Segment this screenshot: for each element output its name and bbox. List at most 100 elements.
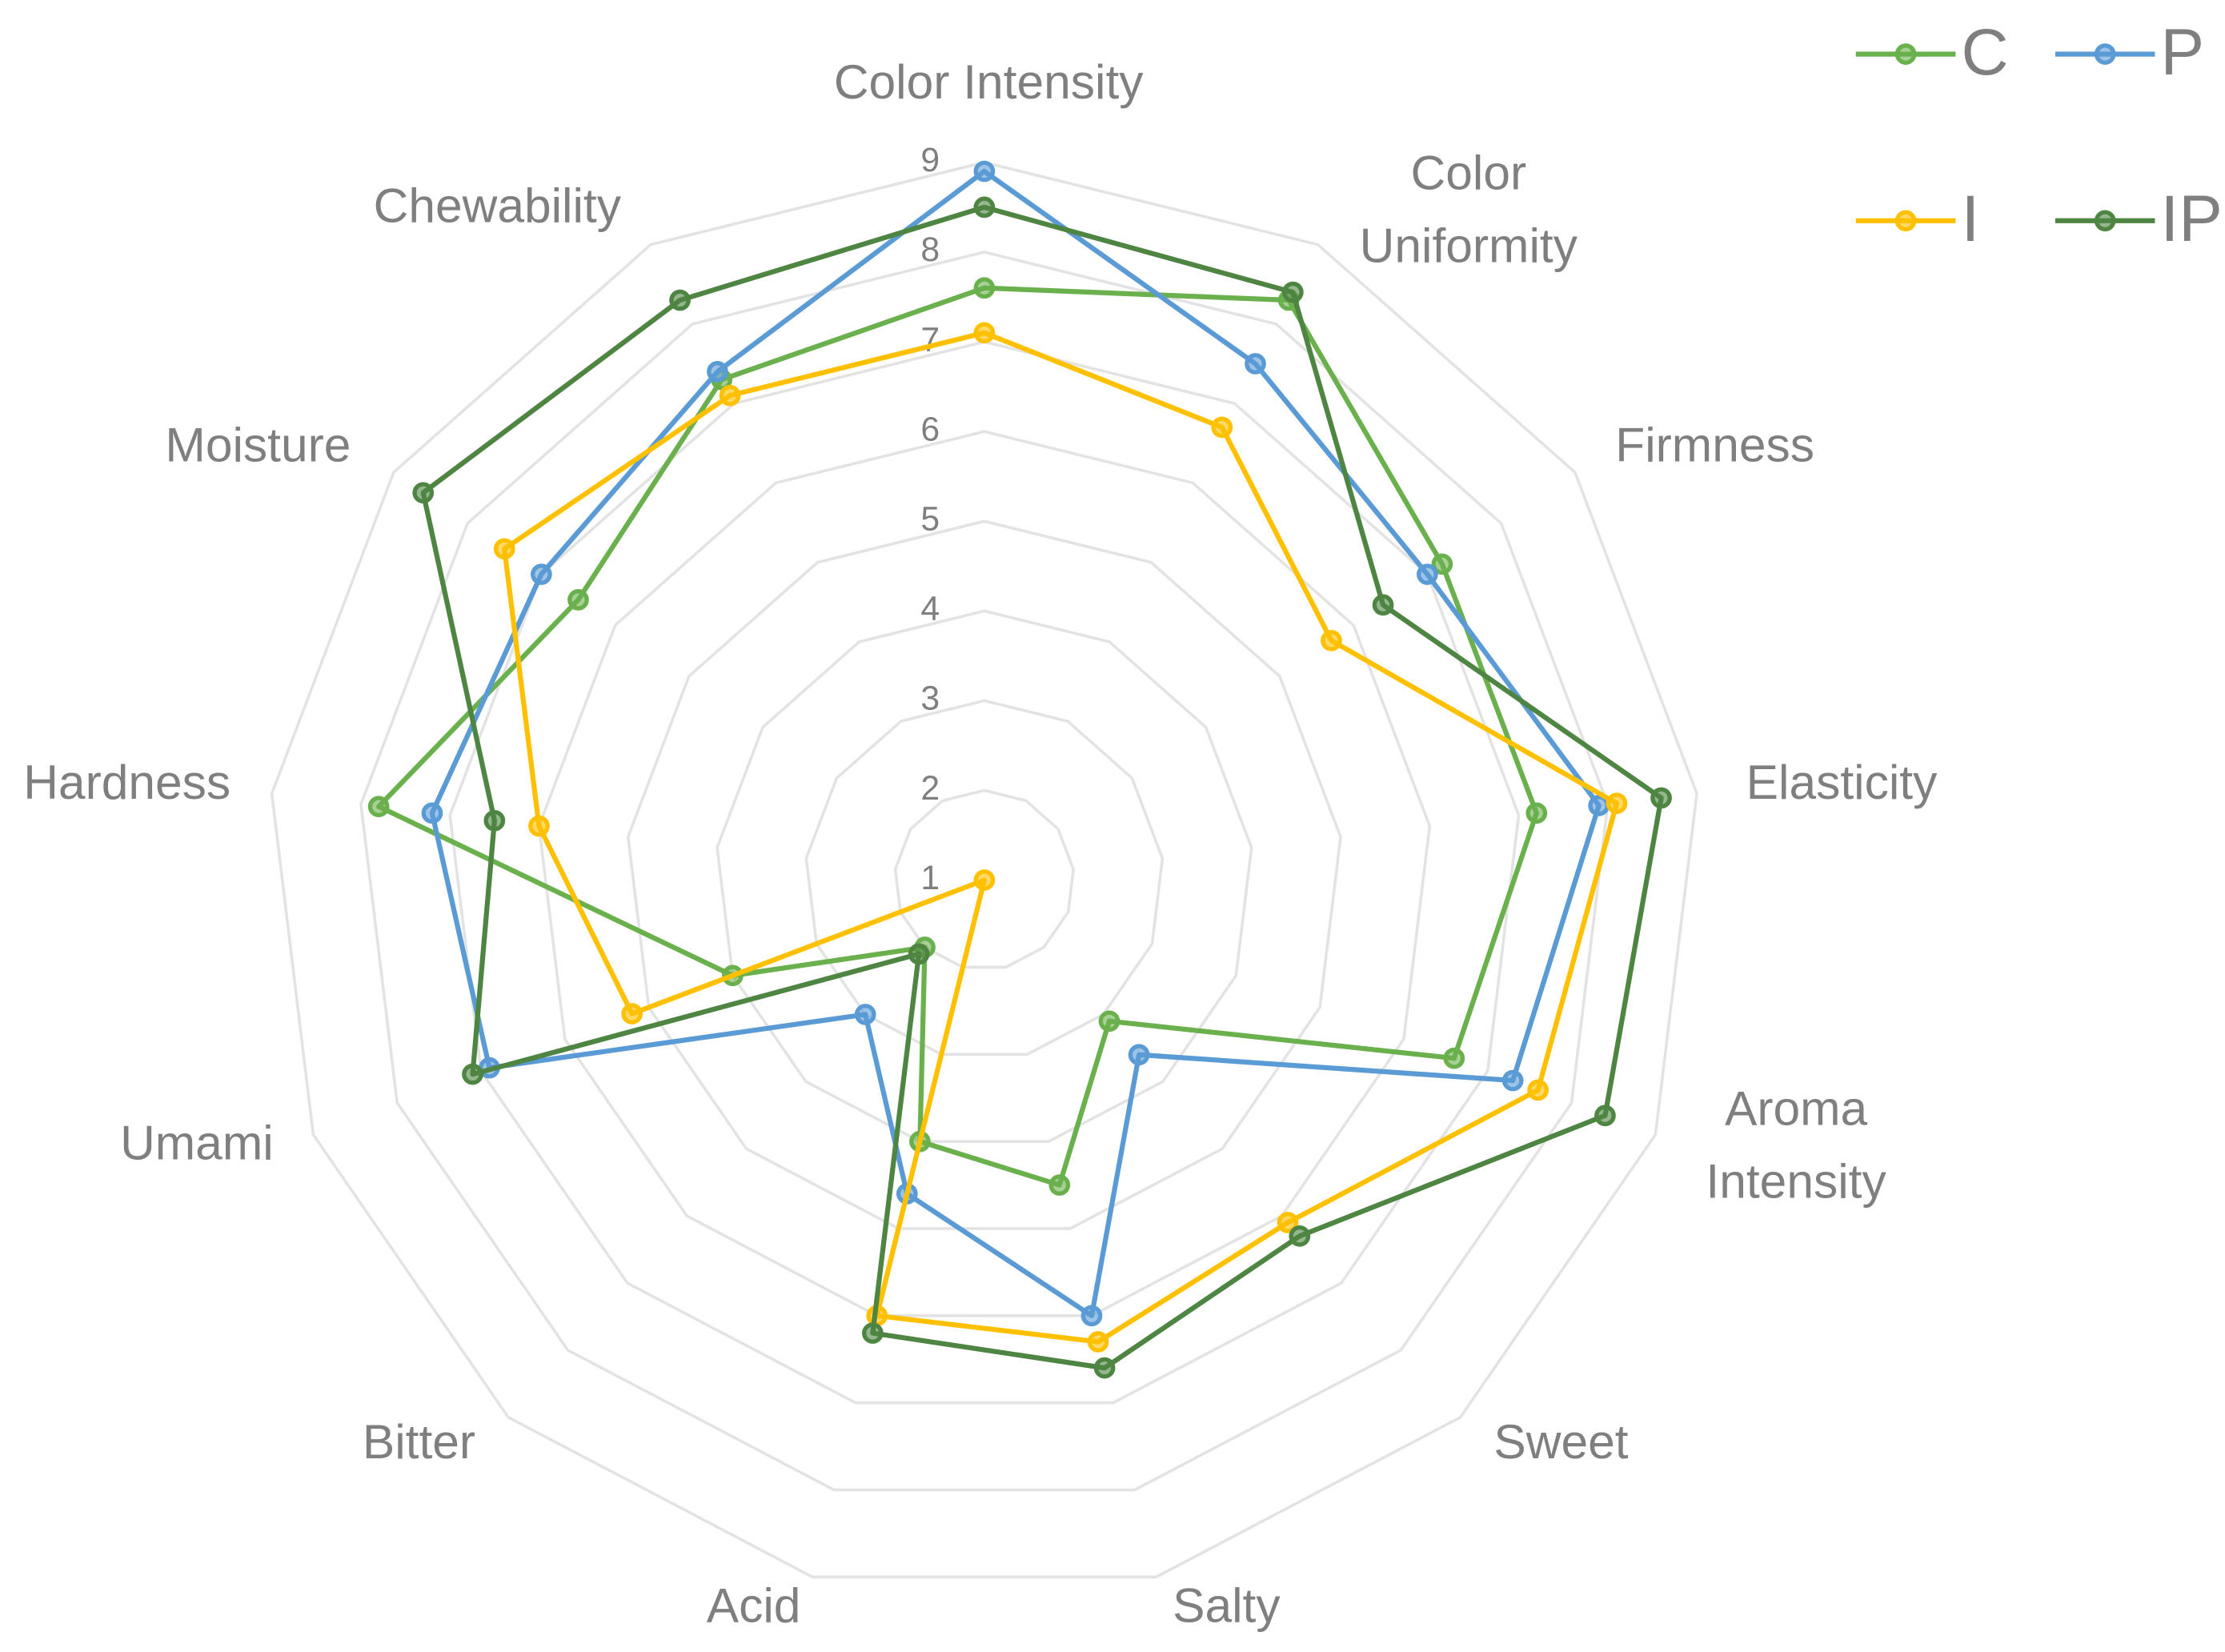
data-point <box>1443 1047 1465 1069</box>
data-point <box>1588 795 1610 816</box>
category-label: Salty <box>1173 1578 1281 1633</box>
category-label-box: Hardness <box>23 755 231 810</box>
legend-label: C <box>1961 16 2008 89</box>
category-label-box: Firmness <box>1615 418 1815 472</box>
grid-ring <box>716 609 1253 1143</box>
series-line <box>376 285 1539 1188</box>
category-label-box: Moisture <box>165 418 351 472</box>
category-label-box: Color Uniformity <box>1359 146 1578 274</box>
data-point <box>1650 787 1672 809</box>
data-point <box>707 361 728 383</box>
grid-ring <box>448 340 1521 1405</box>
data-point <box>367 796 390 818</box>
category-label-box: Aroma Intensity <box>1706 1082 1886 1209</box>
data-point <box>973 322 996 344</box>
grid-ring <box>804 699 1165 1057</box>
category-label-box: Sweet <box>1493 1414 1629 1470</box>
category-label-box: Elasticity <box>1746 755 1938 810</box>
legend-label: IP <box>2161 182 2223 255</box>
data-point <box>669 289 691 311</box>
tick-label: 2 <box>920 769 940 808</box>
data-point <box>1098 1010 1121 1032</box>
category-label: Firmness <box>1615 418 1815 472</box>
category-label: Moisture <box>165 418 351 472</box>
data-point <box>621 1003 643 1024</box>
data-point <box>421 802 443 824</box>
series-line <box>429 168 1602 1318</box>
data-point <box>567 589 589 611</box>
category-label-box: Chewability <box>373 178 621 233</box>
data-point <box>1417 563 1438 585</box>
data-point <box>1606 792 1628 815</box>
tick-label: 5 <box>920 500 940 539</box>
tick-label: 8 <box>920 231 940 269</box>
data-point <box>1594 1105 1616 1127</box>
data-point <box>1431 553 1453 575</box>
data-point <box>1128 1044 1150 1066</box>
data-point <box>719 384 741 407</box>
data-point <box>854 1004 876 1025</box>
data-point <box>462 1063 483 1085</box>
category-label-box: Acid <box>706 1578 801 1633</box>
series-line <box>502 330 1620 1345</box>
tick-label: 3 <box>920 680 940 718</box>
category-label: Hardness <box>23 755 231 810</box>
data-point <box>1087 1331 1109 1353</box>
data-point <box>1277 1212 1299 1233</box>
category-label-box: Bitter <box>362 1414 476 1470</box>
legend-marker <box>1894 43 1917 65</box>
category-label: Acid <box>706 1578 801 1633</box>
data-point <box>1093 1357 1116 1379</box>
category-label: Chewability <box>373 178 621 233</box>
data-point <box>1321 629 1342 652</box>
data-point <box>1245 353 1266 375</box>
data-point <box>973 277 996 299</box>
category-label-box: Salty <box>1173 1578 1281 1633</box>
tick-label: 4 <box>920 590 940 628</box>
tick-label: 6 <box>920 410 940 448</box>
category-label: Elasticity <box>1746 755 1938 810</box>
category-label-box: Umami <box>120 1116 274 1170</box>
legend-marker <box>2094 210 2116 232</box>
data-point <box>1525 802 1548 824</box>
category-label-box: Color Intensity <box>833 54 1144 110</box>
data-point <box>973 196 996 219</box>
legend-label: P <box>2161 16 2205 89</box>
data-point <box>1080 1305 1103 1327</box>
data-point <box>483 809 506 832</box>
data-point <box>973 869 996 891</box>
series-line <box>420 204 1664 1371</box>
legend-marker <box>2094 43 2116 65</box>
tick-label: 7 <box>920 320 940 359</box>
data-point <box>1211 416 1233 439</box>
data-point <box>1048 1174 1071 1196</box>
data-point <box>908 943 930 965</box>
data-point <box>528 815 550 837</box>
data-point <box>1282 281 1304 303</box>
data-point <box>1527 1079 1549 1101</box>
tick-label: 1 <box>920 859 940 897</box>
grid-ring <box>626 519 1342 1230</box>
tick-label: 9 <box>920 141 940 179</box>
data-point <box>1372 594 1394 616</box>
data-point <box>493 538 515 560</box>
legend-marker <box>1894 210 1917 232</box>
grid-ring <box>270 161 1698 1579</box>
data-point <box>412 482 435 504</box>
category-label: Bitter <box>362 1414 476 1470</box>
data-point <box>1501 1069 1524 1092</box>
category-label: Color Intensity <box>833 54 1144 110</box>
grid-ring <box>359 251 1610 1492</box>
category-label: Aroma Intensity <box>1706 1082 1886 1209</box>
data-point <box>530 563 552 585</box>
data-point <box>973 160 996 182</box>
grid-ring <box>893 788 1075 969</box>
data-point <box>1289 1225 1311 1247</box>
legend-label: I <box>1961 182 1979 255</box>
category-label: Color Uniformity <box>1359 146 1578 274</box>
data-point <box>862 1322 884 1344</box>
category-label: Sweet <box>1493 1414 1629 1470</box>
category-label: Umami <box>120 1116 274 1170</box>
